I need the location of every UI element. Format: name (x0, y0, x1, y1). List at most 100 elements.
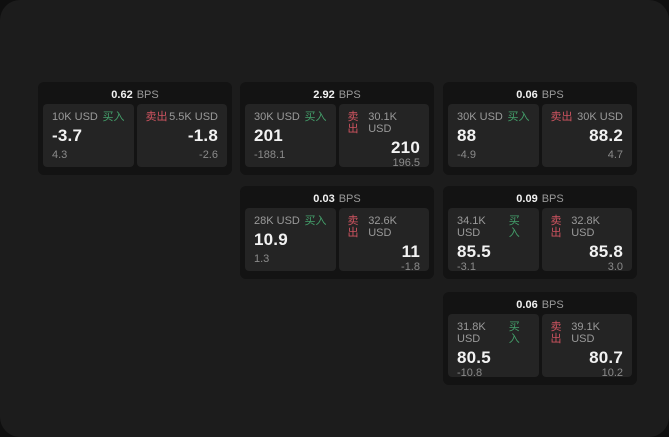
sell-delta: 4.7 (607, 149, 623, 161)
buy-amount: 10K USD (52, 111, 98, 123)
sell-delta: 3.0 (607, 261, 623, 273)
sell-amount: 39.1K USD (571, 321, 600, 345)
sell-side-label: 卖出 (550, 111, 573, 123)
buy-panel-header: 28K USD 买入 (254, 215, 327, 227)
bps-unit-label: BPS (136, 89, 159, 101)
sell-price: 210 (391, 138, 420, 157)
sell-price: 88.2 (589, 126, 623, 145)
buy-panel-header: 31.8K USD 买入 (457, 321, 530, 345)
buy-amount: 34.1K USD (457, 215, 486, 239)
buy-side-label: 买入 (102, 111, 125, 123)
buy-amount: 31.8K USD (457, 321, 486, 345)
card-header: 0.06 BPS (448, 296, 632, 314)
buy-side-label: 买入 (508, 321, 520, 345)
card-header: 0.09 BPS (448, 190, 632, 208)
sell-panel-header: 卖出 30.1K USD (348, 111, 421, 135)
buy-delta: -4.9 (457, 149, 476, 161)
buy-quote-panel[interactable]: 10K USD 买入 -3.7 4.3 (43, 104, 134, 167)
sell-delta: 196.5 (392, 157, 420, 169)
buy-quote-panel[interactable]: 31.8K USD 买入 80.5 -10.8 (448, 314, 539, 379)
bps-unit-label: BPS (338, 89, 361, 101)
card-header: 0.03 BPS (245, 190, 429, 208)
sell-price: 85.8 (589, 242, 623, 261)
buy-amount: 30K USD (457, 111, 503, 123)
sell-amount: 32.8K USD (571, 215, 600, 239)
sell-side-label: 卖出 (550, 215, 562, 239)
buy-panel-header: 30K USD 买入 (457, 111, 530, 123)
buy-delta: -3.1 (457, 261, 476, 273)
bps-unit-label: BPS (541, 193, 564, 205)
sell-quote-panel[interactable]: 卖出 30.1K USD 210 196.5 (338, 104, 429, 169)
sell-side-label: 卖出 (145, 111, 168, 123)
quote-card: 0.09 BPS 34.1K USD 买入 85.5 -3.1 卖出 32.8K… (443, 186, 637, 279)
quote-card: 0.62 BPS 10K USD 买入 -3.7 4.3 卖出 5.5K USD… (38, 82, 232, 175)
card-header: 2.92 BPS (245, 86, 429, 104)
bps-value: 0.62 (111, 89, 133, 101)
buy-price: 88 (457, 126, 477, 145)
buy-side-label: 买入 (507, 111, 530, 123)
bps-unit-label: BPS (541, 299, 564, 311)
card-header: 0.06 BPS (448, 86, 632, 104)
buy-delta: 1.3 (254, 253, 270, 265)
buy-price: -3.7 (52, 126, 83, 145)
buy-quote-panel[interactable]: 28K USD 买入 10.9 1.3 (245, 208, 336, 271)
bps-value: 0.09 (516, 193, 538, 205)
bps-unit-label: BPS (338, 193, 361, 205)
buy-quote-panel[interactable]: 30K USD 买入 88 -4.9 (448, 104, 539, 167)
sell-panel-header: 卖出 32.6K USD (348, 215, 421, 239)
card-header: 0.62 BPS (43, 86, 227, 104)
buy-amount: 30K USD (254, 111, 300, 123)
bps-unit-label: BPS (541, 89, 564, 101)
sell-delta: 10.2 (601, 367, 623, 379)
quote-card: 0.03 BPS 28K USD 买入 10.9 1.3 卖出 32.6K US… (240, 186, 434, 279)
buy-side-label: 买入 (508, 215, 520, 239)
sell-amount: 5.5K USD (169, 111, 218, 123)
sell-quote-panel[interactable]: 卖出 32.8K USD 85.8 3.0 (541, 208, 632, 273)
sell-quote-panel[interactable]: 卖出 30K USD 88.2 4.7 (541, 104, 632, 167)
sell-amount: 30.1K USD (368, 111, 397, 135)
buy-delta: 4.3 (52, 149, 68, 161)
sell-quote-panel[interactable]: 卖出 39.1K USD 80.7 10.2 (541, 314, 632, 379)
sell-panel-header: 卖出 39.1K USD (551, 321, 624, 345)
sell-delta: -1.8 (401, 261, 420, 273)
buy-sell-panels: 10K USD 买入 -3.7 4.3 卖出 5.5K USD -1.8 -2.… (43, 104, 227, 167)
buy-price: 10.9 (254, 230, 288, 249)
sell-delta: -2.6 (199, 149, 218, 161)
sell-quote-panel[interactable]: 卖出 5.5K USD -1.8 -2.6 (136, 104, 227, 167)
sell-side-label: 卖出 (550, 321, 562, 345)
buy-price: 85.5 (457, 242, 491, 261)
buy-panel-header: 10K USD 买入 (52, 111, 125, 123)
buy-panel-header: 30K USD 买入 (254, 111, 327, 123)
buy-price: 201 (254, 126, 283, 145)
sell-amount: 32.6K USD (368, 215, 397, 239)
buy-delta: -10.8 (457, 367, 483, 379)
buy-sell-panels: 28K USD 买入 10.9 1.3 卖出 32.6K USD 11 -1.8 (245, 208, 429, 273)
bps-value: 0.03 (313, 193, 335, 205)
buy-amount: 28K USD (254, 215, 300, 227)
buy-quote-panel[interactable]: 34.1K USD 买入 85.5 -3.1 (448, 208, 539, 273)
sell-quote-panel[interactable]: 卖出 32.6K USD 11 -1.8 (338, 208, 429, 273)
buy-panel-header: 34.1K USD 买入 (457, 215, 530, 239)
sell-panel-header: 卖出 5.5K USD (146, 111, 219, 123)
buy-quote-panel[interactable]: 30K USD 买入 201 -188.1 (245, 104, 336, 167)
buy-side-label: 买入 (304, 111, 327, 123)
buy-sell-panels: 31.8K USD 买入 80.5 -10.8 卖出 39.1K USD 80.… (448, 314, 632, 379)
buy-sell-panels: 34.1K USD 买入 85.5 -3.1 卖出 32.8K USD 85.8… (448, 208, 632, 273)
sell-side-label: 卖出 (347, 111, 359, 135)
sell-panel-header: 卖出 30K USD (551, 111, 624, 123)
buy-delta: -188.1 (254, 149, 286, 161)
bps-value: 0.06 (516, 89, 538, 101)
sell-amount: 30K USD (577, 111, 623, 123)
sell-price: 11 (401, 242, 420, 261)
quote-card: 2.92 BPS 30K USD 买入 201 -188.1 卖出 30.1K … (240, 82, 434, 175)
quote-card: 0.06 BPS 31.8K USD 买入 80.5 -10.8 卖出 39.1… (443, 292, 637, 385)
buy-side-label: 买入 (304, 215, 327, 227)
quote-card: 0.06 BPS 30K USD 买入 88 -4.9 卖出 30K USD 8… (443, 82, 637, 175)
sell-price: -1.8 (187, 126, 218, 145)
buy-price: 80.5 (457, 348, 491, 367)
bps-value: 0.06 (516, 299, 538, 311)
sell-price: 80.7 (589, 348, 623, 367)
buy-sell-panels: 30K USD 买入 201 -188.1 卖出 30.1K USD 210 1… (245, 104, 429, 169)
bps-value: 2.92 (313, 89, 335, 101)
